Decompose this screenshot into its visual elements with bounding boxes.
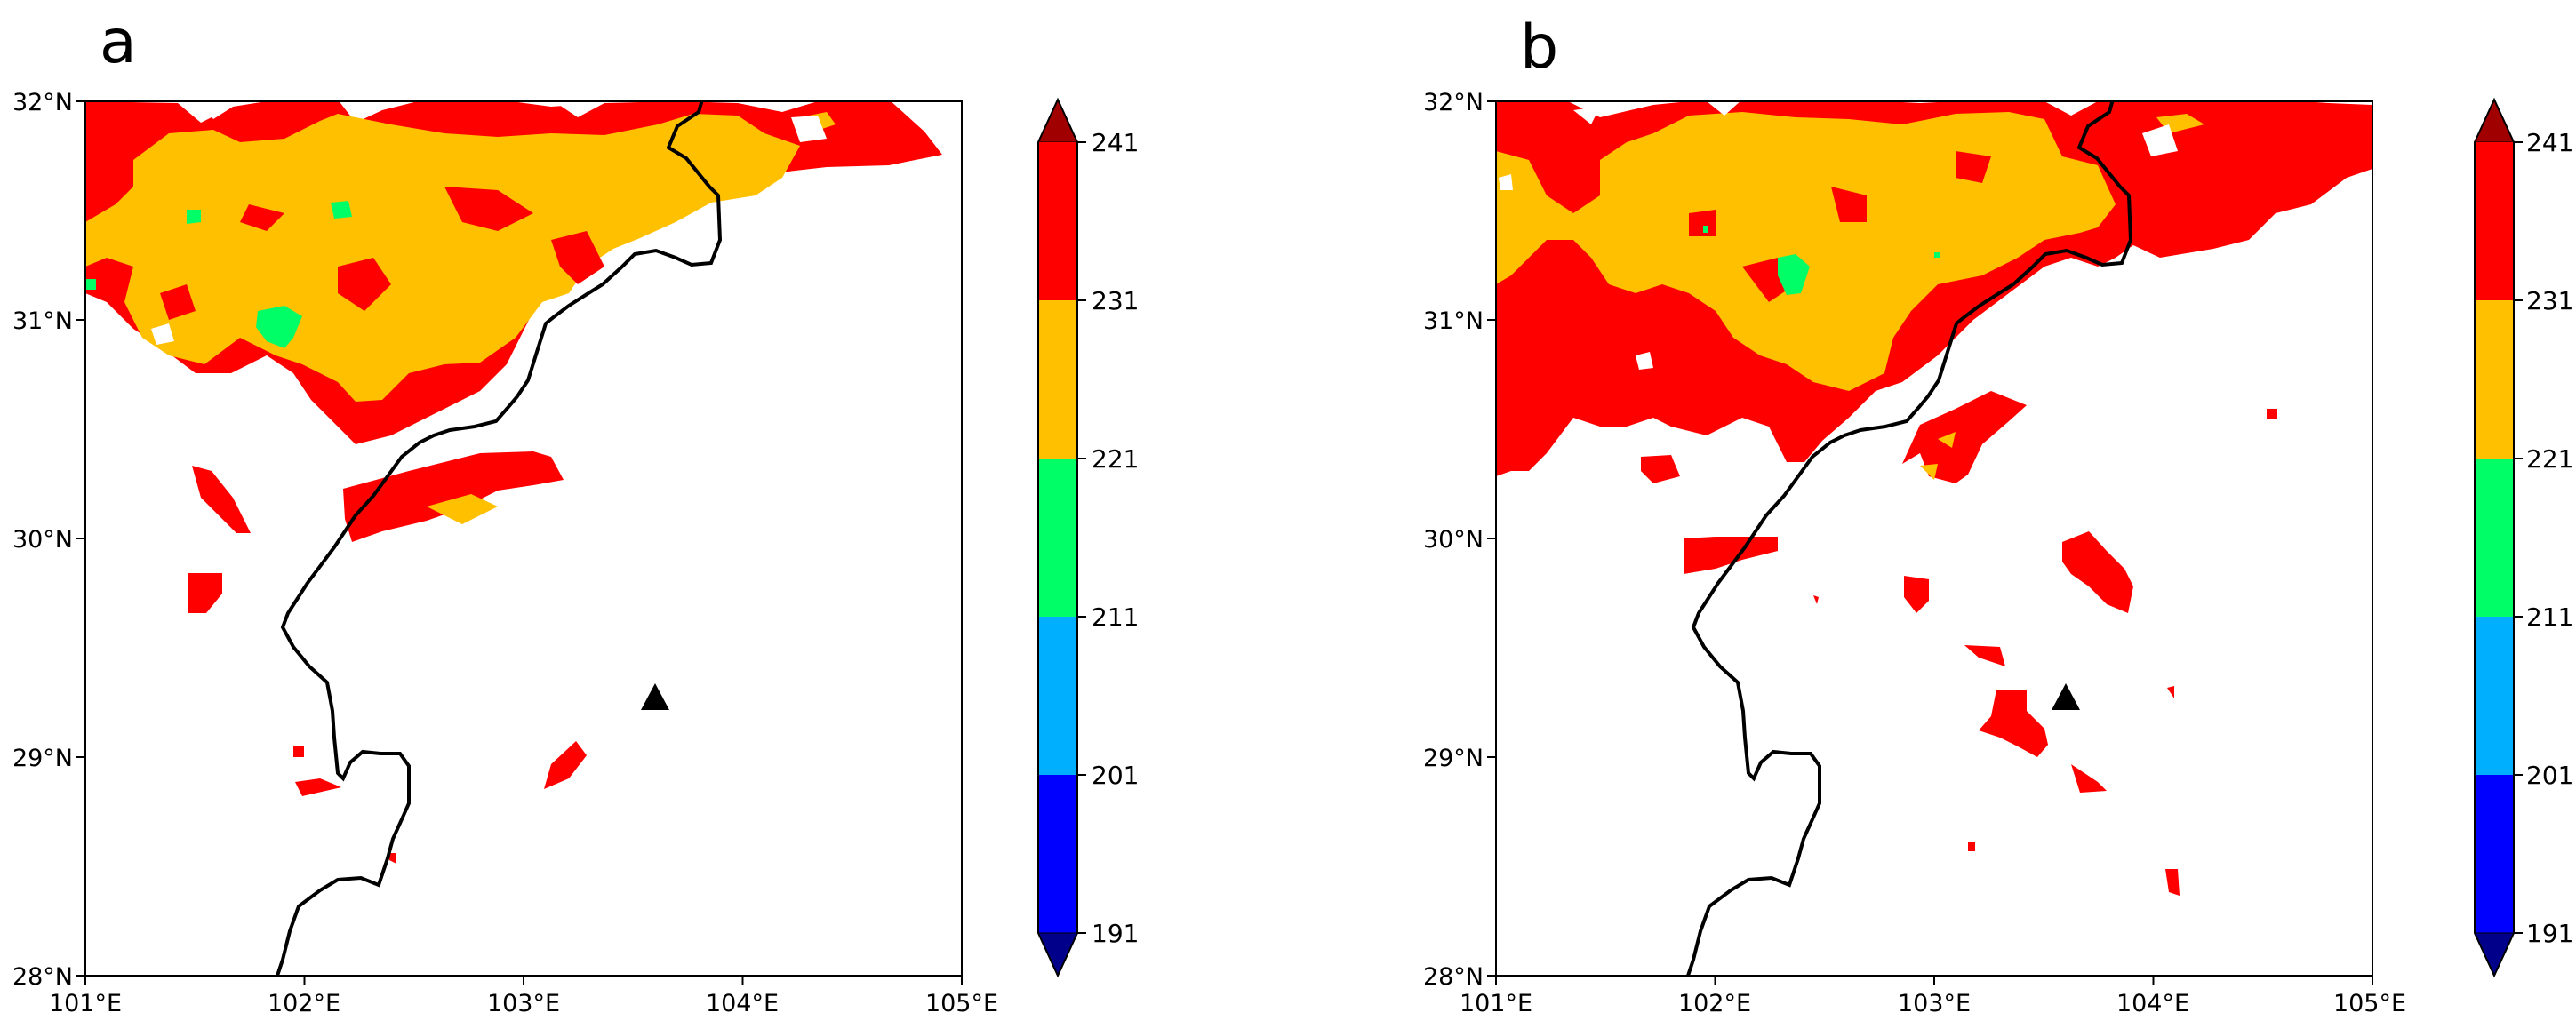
panel-a-colorbar-under	[1037, 932, 1078, 977]
panel-a-colorbar-label: 201	[1092, 761, 1139, 790]
panel-b-colorbar-bin	[2475, 142, 2514, 300]
panel-a-x-tick: 101°E	[49, 990, 122, 1017]
panel-b-plot-area	[1496, 101, 2372, 896]
panel-b-colorbar-bin	[2475, 617, 2514, 775]
panel-a-colorbar-label: 191	[1092, 919, 1139, 948]
panel-a: a	[12, 7, 1140, 1017]
panel-a-colorbar-label: 211	[1092, 602, 1139, 632]
panel-a-x-tick: 105°E	[925, 990, 998, 1017]
panel-a-boundary-line	[276, 101, 723, 976]
panel-b-boundary-line	[1686, 101, 2133, 976]
panel-a-y-tick: 31°N	[12, 307, 73, 335]
panel-a-colorbar-bin	[1038, 617, 1077, 775]
panel-b-y-tick: 29°N	[1423, 745, 1484, 772]
panel-b-x-tick: 102°E	[1678, 990, 1751, 1017]
panel-b-colorbar-label: 231	[2526, 286, 2573, 315]
panel-a-y-tick: 32°N	[12, 89, 73, 116]
panel-b-colorbar-over	[2474, 98, 2515, 143]
panel-b-colorbar-label: 221	[2526, 444, 2573, 474]
panel-a-region-green	[85, 201, 352, 348]
panel-b-colorbar-label: 211	[2526, 602, 2573, 632]
panel-b-colorbar-bin	[2475, 775, 2514, 933]
panel-a-plot-area	[85, 101, 942, 864]
panel-a-region-red-inner	[160, 187, 604, 320]
panel-b-x-tick: 101°E	[1460, 990, 1532, 1017]
panel-b-y-tick: 28°N	[1423, 963, 1484, 991]
panel-a-colorbar-label: 241	[1092, 128, 1139, 157]
panel-label-a: a	[100, 7, 137, 77]
panel-a-x-tick: 102°E	[268, 990, 340, 1017]
panel-b-region-green	[1703, 226, 1940, 295]
panel-b-x-axis	[1495, 976, 2373, 985]
panel-a-station-marker-icon	[641, 683, 669, 710]
panel-b-colorbar-label: 241	[2526, 128, 2573, 157]
panel-b: b	[1423, 12, 2574, 1017]
panel-a-colorbar-bin	[1038, 459, 1077, 617]
panel-b-y-axis	[1487, 100, 1496, 977]
panel-b-y-tick: 30°N	[1423, 526, 1484, 554]
panel-a-x-tick: 103°E	[487, 990, 560, 1017]
panel-a-x-axis	[84, 976, 963, 985]
panel-b-x-tick: 105°E	[2333, 990, 2406, 1017]
panel-b-colorbar-label: 191	[2526, 919, 2573, 948]
panel-b-colorbar: 241 231 221 211 201 191	[2474, 97, 2573, 978]
panel-a-y-tick: 28°N	[12, 963, 73, 991]
panel-a-gaps	[151, 101, 827, 345]
panel-b-y-tick: 31°N	[1423, 307, 1484, 335]
panel-a-colorbar: 241 231 221 211 201 191	[1037, 97, 1139, 978]
panel-b-region-red-inner	[1636, 151, 1991, 329]
panel-a-y-axis	[76, 100, 85, 977]
panel-b-x-tick: 103°E	[1898, 990, 1971, 1017]
panel-a-colorbar-label: 221	[1092, 444, 1139, 474]
panel-b-gaps	[1499, 101, 2178, 370]
panel-b-colorbar-label: 201	[2526, 761, 2573, 790]
panel-a-colorbar-bin	[1038, 142, 1077, 300]
panel-b-colorbar-bin	[2475, 459, 2514, 617]
panel-b-y-tick: 32°N	[1423, 89, 1484, 116]
panel-label-b: b	[1520, 12, 1558, 83]
panel-a-colorbar-bin	[1038, 300, 1077, 459]
panel-b-colorbar-bin	[2475, 300, 2514, 459]
panel-a-colorbar-over	[1037, 98, 1078, 143]
panel-a-y-tick: 30°N	[12, 526, 73, 554]
panel-a-colorbar-bin	[1038, 775, 1077, 933]
panel-b-station-marker-icon	[2052, 683, 2080, 710]
panel-a-y-tick: 29°N	[12, 745, 73, 772]
panel-b-x-tick: 104°E	[2116, 990, 2189, 1017]
panel-a-colorbar-label: 231	[1092, 286, 1139, 315]
panel-a-x-tick: 104°E	[706, 990, 779, 1017]
panel-b-colorbar-under	[2474, 932, 2515, 977]
